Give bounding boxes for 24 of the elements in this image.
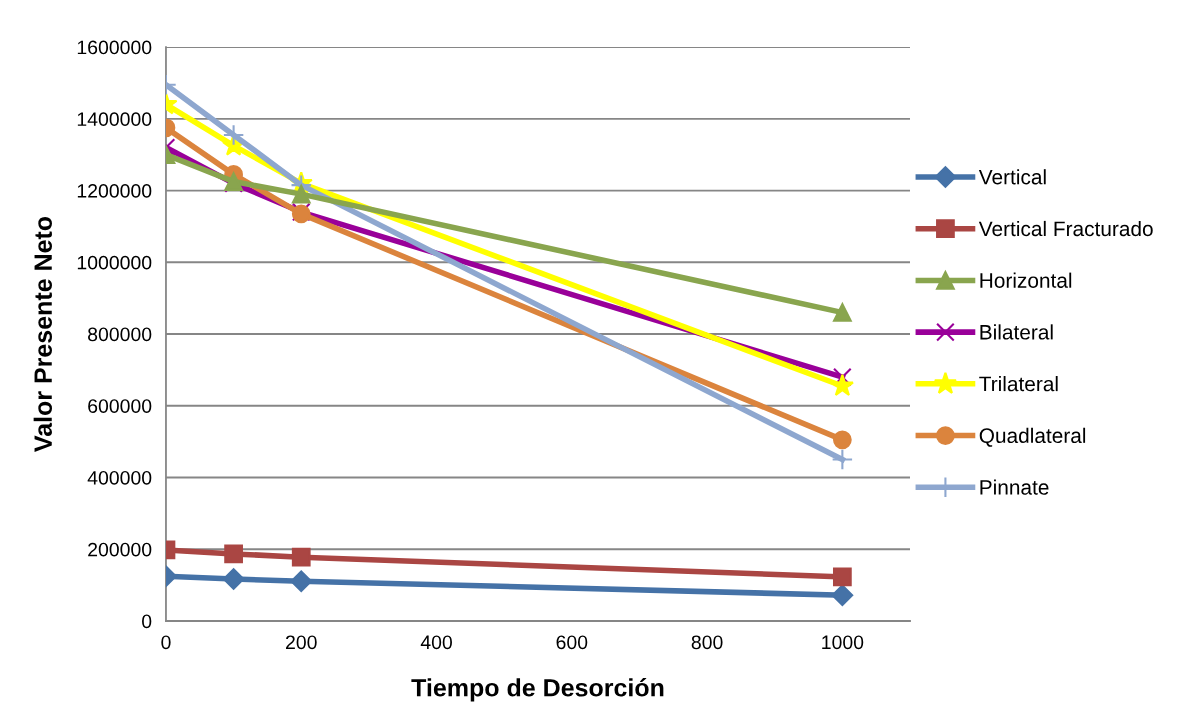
y-axis-title: Valor Presente Neto <box>33 216 52 452</box>
y-tick-label: 800000 <box>88 327 152 342</box>
x-tick-label: 0 <box>161 635 171 650</box>
y-tick-label: 1400000 <box>77 112 152 127</box>
x-axis-title: Tiempo de Desorción <box>411 678 664 702</box>
y-tick-label: 200000 <box>88 542 152 557</box>
x-tick-label: 400 <box>420 635 452 650</box>
legend-label: Vertical Fracturado <box>978 220 1153 237</box>
y-tick-label: 400000 <box>87 470 152 485</box>
y-tick-label: 1600000 <box>77 40 152 55</box>
legend-label: Vertical <box>978 169 1046 185</box>
legend-label: Trilateral <box>979 376 1058 392</box>
x-tick-label: 800 <box>691 635 723 650</box>
x-tick-label: 200 <box>286 635 317 650</box>
legend-label: Quadlateral <box>979 427 1086 447</box>
y-tick-label: 600000 <box>88 399 152 413</box>
legend-label: Horizontal <box>980 272 1072 288</box>
x-tick-label: 1000 <box>822 635 864 650</box>
legend-label: Pinnate <box>980 479 1049 495</box>
y-tick-label: 1200000 <box>77 184 152 198</box>
legend-label: Bilateral <box>980 324 1053 340</box>
y-tick-label: 1000000 <box>77 255 152 270</box>
x-tick-label: 600 <box>556 635 588 650</box>
y-tick-label: 0 <box>142 614 152 629</box>
